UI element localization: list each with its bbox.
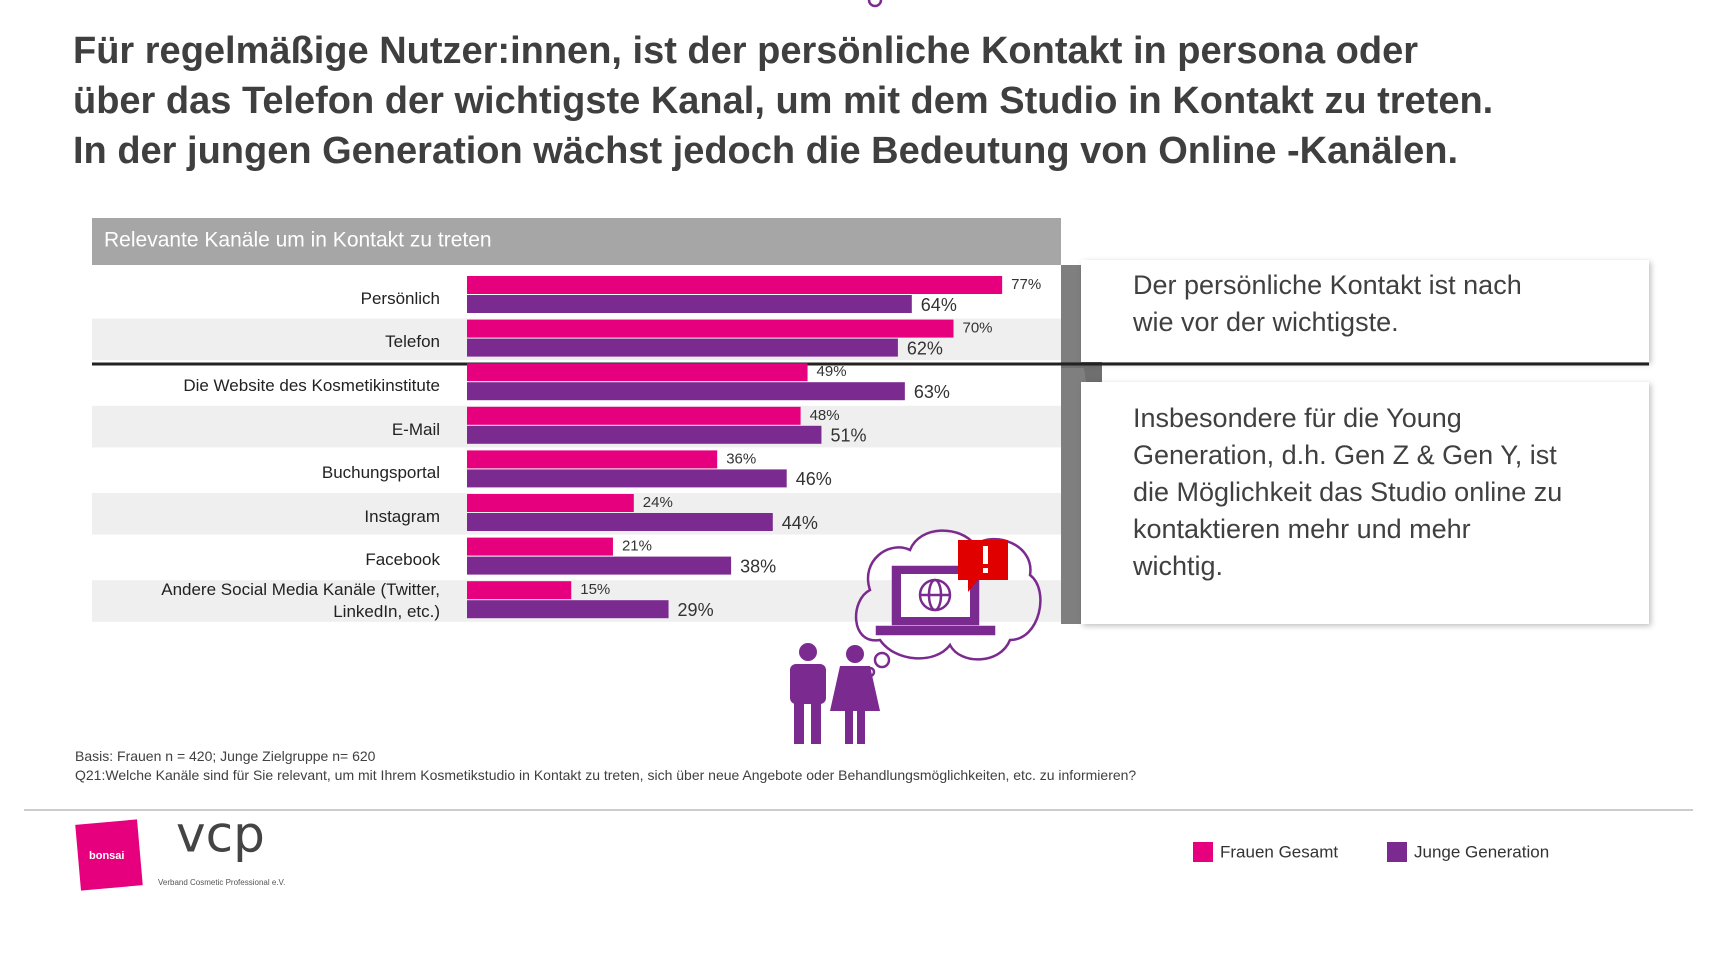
bar: [467, 556, 732, 575]
bar: [467, 513, 773, 531]
value-label: 64%: [921, 295, 957, 315]
alert-icon: [958, 540, 1008, 592]
value-label: 51%: [830, 426, 866, 446]
bar: [467, 600, 669, 619]
value-label: 24%: [643, 494, 673, 511]
category-label: Persönlich: [360, 288, 440, 308]
value-label: 38%: [740, 556, 776, 576]
value-label: 21%: [622, 538, 652, 555]
bar: [467, 581, 572, 600]
value-label: 77%: [1011, 276, 1041, 293]
category-label: Facebook: [365, 550, 440, 570]
callout-box: [1081, 260, 1649, 362]
title-line: In der jungen Generation wächst jedoch d…: [73, 130, 1459, 172]
value-label: 15%: [580, 581, 610, 598]
value-label: 29%: [678, 600, 714, 620]
value-label: 49%: [817, 363, 847, 380]
bar: [467, 425, 822, 444]
bar: [467, 537, 613, 556]
value-label: 63%: [914, 382, 950, 402]
bar: [467, 469, 787, 488]
bar: [467, 494, 634, 512]
value-label: 44%: [782, 513, 818, 533]
callout-text: Der persönliche Kontakt ist nach wie vor…: [1133, 270, 1522, 337]
bonsai-logo: [75, 819, 143, 891]
title-line: Für regelmäßige Nutzer:innen, ist der pe…: [73, 30, 1419, 72]
online-icon: [854, 0, 1042, 678]
category-label: Instagram: [364, 506, 440, 526]
bar: [467, 295, 912, 313]
legend-label: Junge Generation: [1414, 842, 1549, 861]
legend-label: Frauen Gesamt: [1220, 842, 1338, 861]
legend-swatch: [1387, 842, 1407, 862]
category-label: E-Mail: [391, 419, 440, 439]
title-line: über das Telefon der wichtigste Kanal, u…: [73, 80, 1494, 122]
legend-swatch: [1193, 842, 1213, 862]
category-label: Die Website des Kosmetikinstitute: [183, 376, 440, 395]
people-icon: [790, 643, 880, 744]
category-label: Andere Social Media Kanäle (Twitter, Lin…: [161, 580, 440, 621]
category-label: Buchungsportal: [321, 463, 440, 483]
bar: [467, 382, 905, 401]
vcp-subtitle: Verband Cosmetic Professional e.V.: [158, 878, 285, 887]
chart-subtitle: Relevante Kanäle um in Kontakt zu treten: [104, 229, 492, 252]
footnote: Q21:Welche Kanäle sind für Sie relevant,…: [75, 767, 1137, 783]
value-label: 62%: [907, 338, 943, 358]
footnote: Basis: Frauen n = 420; Junge Zielgruppe …: [75, 748, 376, 764]
bar: [467, 406, 801, 425]
bar: [467, 363, 808, 382]
bonsai-logo-text: bonsai: [89, 850, 124, 862]
category-label: Telefon: [385, 332, 440, 352]
bar: [467, 338, 898, 357]
bar: [467, 450, 718, 469]
value-label: 36%: [726, 450, 756, 467]
callout-text: Insbesondere für die Young Generation, d…: [1133, 403, 1563, 581]
value-label: 48%: [810, 407, 840, 424]
bar: [467, 276, 1003, 294]
value-label: 70%: [963, 320, 993, 337]
chart-header: [92, 218, 1061, 265]
callout-box: [1081, 382, 1649, 624]
value-label: 46%: [796, 469, 832, 489]
bar: [467, 319, 954, 338]
vcp-logo: vcp: [176, 806, 265, 864]
